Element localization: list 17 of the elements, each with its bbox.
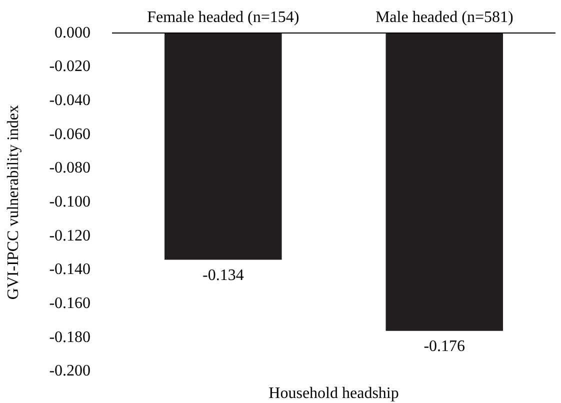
x-tick-label: Male headed (n=581) [375, 8, 514, 26]
y-axis-title: GVI-IPCC vulnerability index [4, 104, 22, 300]
y-tick-label: -0.060 [49, 126, 91, 143]
y-tick-label: -0.120 [49, 227, 91, 244]
data-label: -0.134 [202, 266, 244, 284]
y-tick-label: -0.080 [49, 160, 91, 177]
y-tick-label: -0.160 [49, 294, 91, 312]
x-axis-title: Household headship [268, 385, 399, 402]
y-tick-label: -0.040 [49, 92, 91, 110]
data-label: -0.176 [424, 338, 466, 356]
y-tick-label: -0.140 [49, 261, 91, 278]
y-tick-label: -0.100 [49, 194, 91, 211]
y-tick-label: -0.020 [49, 58, 91, 76]
y-tick-label: -0.180 [49, 328, 91, 346]
y-tick-label: -0.200 [49, 362, 91, 380]
x-tick-label: Female headed (n=154) [147, 8, 300, 26]
y-tick-label: 0.000 [54, 24, 91, 42]
